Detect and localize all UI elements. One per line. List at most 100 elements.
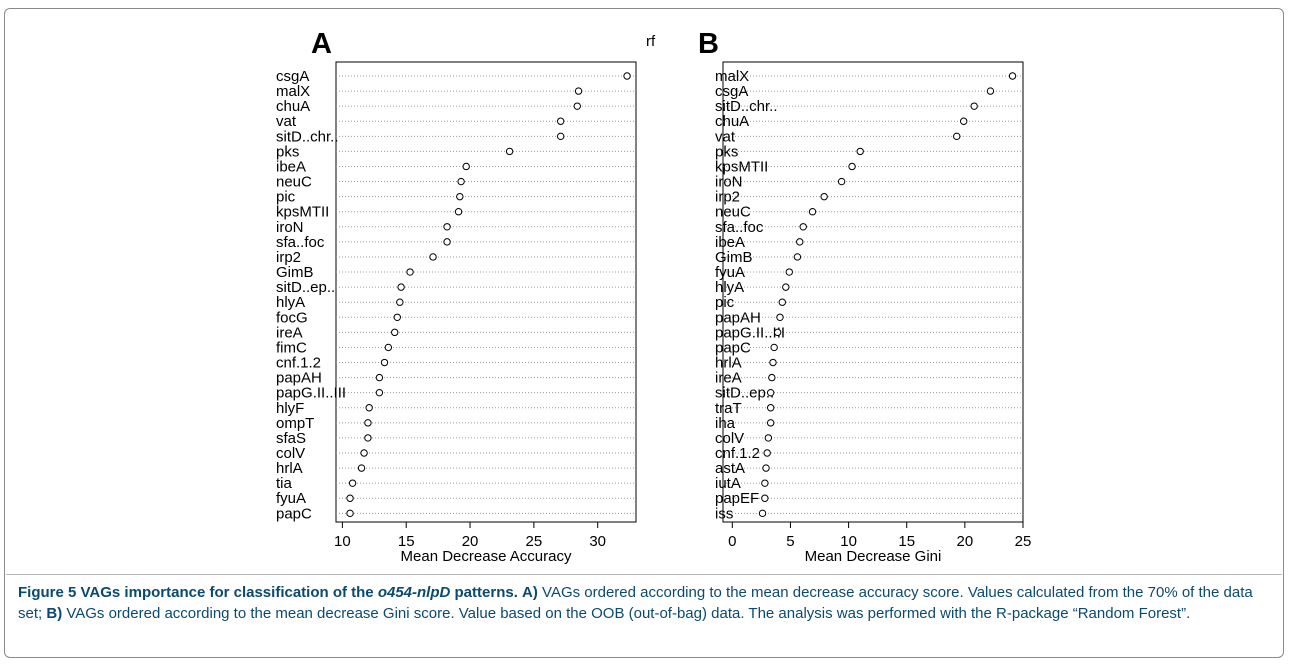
data-point bbox=[462, 162, 470, 171]
x-axis-title-a: Mean Decrease Accuracy bbox=[401, 548, 572, 565]
data-point bbox=[986, 87, 995, 95]
data-point bbox=[970, 102, 978, 110]
x-tick-label: 20 bbox=[957, 533, 974, 550]
category-label: csgA bbox=[715, 83, 748, 100]
panel-letter-b: B bbox=[698, 28, 719, 60]
data-point bbox=[443, 223, 451, 231]
data-point bbox=[456, 192, 464, 201]
data-point bbox=[837, 177, 846, 186]
data-point bbox=[766, 388, 775, 397]
x-tick-label: 0 bbox=[728, 533, 736, 550]
category-label: pic bbox=[276, 189, 296, 206]
panel-b: BmalXcsgAsitD..chr..chuAvatpkskpsMTIIiro… bbox=[698, 28, 1031, 565]
data-point bbox=[764, 434, 773, 442]
category-label: colV bbox=[276, 445, 305, 462]
category-label: sitD..ep.. bbox=[276, 279, 335, 296]
category-label: fimC bbox=[276, 339, 307, 356]
caption-figure-label: Figure 5 bbox=[18, 584, 77, 601]
category-label: hlyF bbox=[276, 400, 304, 417]
category-label: hrlA bbox=[276, 460, 303, 477]
data-point bbox=[773, 328, 782, 337]
category-label: ibeA bbox=[276, 158, 306, 175]
category-label: ireA bbox=[276, 324, 303, 341]
data-point bbox=[820, 192, 828, 201]
category-label: irp2 bbox=[276, 249, 301, 266]
category-label: sfa..foc bbox=[715, 219, 764, 236]
category-label: sitD..ep.. bbox=[715, 385, 774, 402]
data-point bbox=[574, 87, 583, 95]
category-label: pic bbox=[715, 294, 735, 311]
data-point bbox=[457, 177, 465, 186]
caption-part-b-marker: B) bbox=[46, 605, 63, 622]
data-point bbox=[346, 509, 354, 518]
x-tick-label: 10 bbox=[840, 533, 857, 550]
x-tick-label: 15 bbox=[898, 533, 915, 550]
data-point bbox=[761, 479, 769, 487]
category-label: neuC bbox=[276, 174, 312, 191]
data-point bbox=[1008, 72, 1017, 80]
x-tick-label: 15 bbox=[398, 533, 415, 550]
category-label: vat bbox=[715, 128, 736, 145]
data-point bbox=[364, 419, 372, 427]
data-point bbox=[556, 117, 565, 125]
category-label: sitD..chr.. bbox=[276, 128, 339, 145]
category-label: neuC bbox=[715, 204, 751, 221]
category-label: iroN bbox=[276, 219, 304, 236]
category-label: pks bbox=[276, 143, 299, 160]
category-label: papAH bbox=[715, 309, 761, 326]
panel-a: AcsgAmalXchuAvatsitD..chr..pksibeAneuCpi… bbox=[276, 28, 637, 565]
figure-frame bbox=[4, 8, 1284, 658]
category-label: chuA bbox=[715, 113, 749, 130]
data-point bbox=[766, 419, 775, 427]
category-label: sfa..foc bbox=[276, 234, 325, 251]
category-label: irp2 bbox=[715, 189, 740, 206]
category-label: hrlA bbox=[715, 355, 742, 372]
caption-part-b-text: VAGs ordered according to the mean decre… bbox=[66, 605, 1191, 622]
data-point bbox=[785, 268, 793, 276]
category-label: chuA bbox=[276, 98, 310, 115]
category-label: papAH bbox=[276, 370, 322, 387]
panel-letter-a: A bbox=[311, 28, 332, 60]
data-point bbox=[397, 283, 405, 291]
category-label: vat bbox=[276, 113, 297, 130]
data-point bbox=[505, 147, 514, 156]
data-point bbox=[848, 162, 856, 171]
x-tick-label: 10 bbox=[334, 533, 351, 550]
category-label: traT bbox=[715, 400, 742, 417]
data-point bbox=[375, 388, 384, 397]
category-label: csgA bbox=[276, 68, 309, 85]
caption-bold-lead: VAGs importance for classification of th… bbox=[80, 584, 374, 601]
figure-caption: Figure 5 VAGs importance for classificat… bbox=[18, 582, 1268, 624]
data-point bbox=[357, 464, 366, 472]
data-point bbox=[762, 464, 770, 472]
data-point bbox=[856, 147, 864, 156]
x-tick-label: 30 bbox=[589, 533, 606, 550]
category-label: iss bbox=[715, 505, 733, 522]
category-label: fyuA bbox=[276, 490, 306, 507]
data-point bbox=[443, 238, 451, 246]
category-label: hlyA bbox=[715, 279, 744, 296]
data-point bbox=[782, 283, 790, 291]
category-label: colV bbox=[715, 430, 744, 447]
category-label: papG.II..III bbox=[276, 385, 346, 402]
data-point bbox=[396, 298, 404, 306]
category-label: pks bbox=[715, 143, 738, 160]
data-point bbox=[406, 268, 414, 276]
data-point bbox=[391, 328, 399, 337]
x-axis-title-b: Mean Decrease Gini bbox=[805, 548, 942, 565]
category-label: cnf.1.2 bbox=[276, 355, 321, 372]
data-point bbox=[796, 238, 804, 246]
category-label: papC bbox=[276, 505, 312, 522]
data-point bbox=[766, 404, 775, 412]
category-label: cnf.1.2 bbox=[715, 445, 760, 462]
category-label: astA bbox=[715, 460, 745, 477]
plot-box-b bbox=[722, 61, 1024, 523]
category-label: focG bbox=[276, 309, 308, 326]
data-point bbox=[346, 494, 354, 502]
data-point bbox=[360, 449, 368, 457]
category-label: kpsMTII bbox=[276, 204, 329, 221]
data-point bbox=[556, 132, 565, 141]
x-tick-label: 5 bbox=[786, 533, 794, 550]
data-point bbox=[393, 313, 401, 321]
caption-part-a-text: VAGs ordered according to the mean decre… bbox=[18, 584, 1253, 622]
